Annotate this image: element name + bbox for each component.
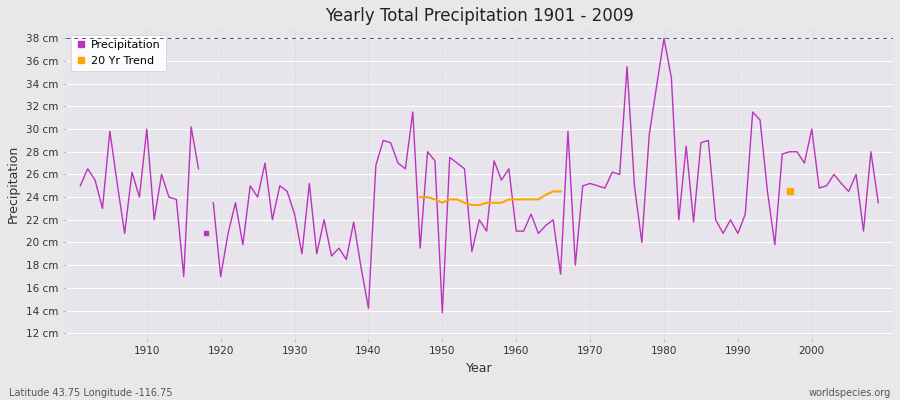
- Legend: Precipitation, 20 Yr Trend: Precipitation, 20 Yr Trend: [71, 35, 166, 72]
- X-axis label: Year: Year: [466, 362, 492, 375]
- Y-axis label: Precipitation: Precipitation: [7, 145, 20, 223]
- Text: Latitude 43.75 Longitude -116.75: Latitude 43.75 Longitude -116.75: [9, 388, 173, 398]
- Title: Yearly Total Precipitation 1901 - 2009: Yearly Total Precipitation 1901 - 2009: [325, 7, 634, 25]
- Text: worldspecies.org: worldspecies.org: [809, 388, 891, 398]
